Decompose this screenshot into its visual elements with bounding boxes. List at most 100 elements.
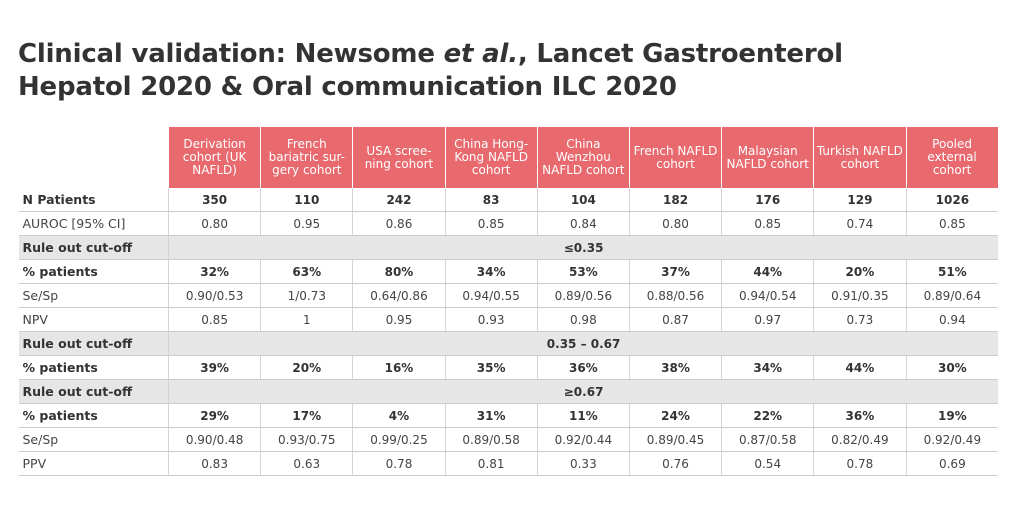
table-cell: 19%	[905, 403, 999, 428]
table-cell: 0.93/0.75	[260, 427, 353, 452]
table-cell: 20%	[260, 355, 353, 380]
column-header: China Hong-Kong NAFLD cohort	[444, 127, 538, 188]
column-header: USA scree-ning cohort	[352, 127, 446, 188]
table-cell: 0.85	[444, 211, 538, 236]
column-header: Turkish NAFLD cohort	[813, 127, 907, 188]
table-cell: 0.78	[813, 451, 906, 476]
table-cell: 0.92/0.44	[536, 427, 630, 452]
title-line1-prefix: Clinical validation: Newsome	[18, 39, 444, 69]
table-cell: 11%	[536, 403, 630, 428]
table-cell: 176	[721, 188, 814, 212]
title-line2: Hepatol 2020 & Oral communication ILC 20…	[18, 72, 677, 102]
row-label: Rule out cut-off	[18, 331, 169, 356]
table-cell: 32%	[167, 259, 261, 284]
table-row: % patients 29% 17% 4% 31% 11% 24% 22% 36% 19%	[18, 403, 999, 428]
table-cell: 34%	[444, 259, 538, 284]
table-cell: 16%	[352, 355, 446, 380]
table-cell: 350	[167, 188, 261, 212]
table-cell: 129	[813, 188, 906, 212]
row-label: NPV	[18, 307, 169, 332]
row-label: AUROC [95% CI]	[18, 211, 169, 236]
row-label: % patients	[18, 403, 169, 428]
table-row: % patients 32% 63% 80% 34% 53% 37% 44% 20% 51%	[18, 259, 999, 284]
table-row: N Patients 350 110 242 83 104 182 176 129 1026	[18, 188, 999, 212]
table-cell: 0.73	[813, 307, 906, 332]
table-cell: 37%	[628, 259, 722, 284]
table-cell: 0.89/0.56	[536, 283, 630, 308]
row-label: Se/Sp	[18, 427, 169, 452]
table-cell: 0.82/0.49	[813, 427, 906, 452]
table-cell: 44%	[721, 259, 814, 284]
table-cell: 0.87/0.58	[721, 427, 814, 452]
row-label: Rule out cut-off	[18, 235, 169, 260]
row-label: % patients	[18, 355, 169, 380]
table-cell: 0.91/0.35	[813, 283, 906, 308]
cutoff-row: Rule out cut-off 0.35 – 0.67	[18, 331, 999, 356]
table-cell: 0.89/0.45	[628, 427, 722, 452]
table-cell: 0.54	[721, 451, 814, 476]
table-row: AUROC [95% CI] 0.80 0.95 0.86 0.85 0.84 0.80 0.…	[18, 211, 999, 236]
column-header: Malaysian NAFLD cohort	[721, 127, 815, 188]
column-header: French bariatric sur-gery cohort	[260, 127, 354, 188]
table-cell: 0.87	[628, 307, 722, 332]
table-cell: 0.90/0.53	[167, 283, 261, 308]
table-cell: 0.85	[905, 211, 999, 236]
cutoff-value: 0.35 – 0.67	[168, 331, 999, 356]
table-cell: 0.76	[628, 451, 722, 476]
table-cell: 63%	[260, 259, 353, 284]
table-cell: 20%	[813, 259, 906, 284]
table-row: Se/Sp 0.90/0.48 0.93/0.75 0.99/0.25 0.89/0.5…	[18, 427, 999, 452]
table-cell: 24%	[628, 403, 722, 428]
table-cell: 0.89/0.58	[444, 427, 538, 452]
table-cell: 0.85	[721, 211, 814, 236]
column-header: Derivation cohort (UK NAFLD)	[167, 127, 262, 188]
row-label: N Patients	[18, 188, 169, 212]
column-header: China Wenzhou NAFLD cohort	[536, 127, 630, 188]
row-label: % patients	[18, 259, 169, 284]
table-row: % patients 39% 20% 16% 35% 36% 38% 34% 44% 30%	[18, 355, 999, 380]
cutoff-value: ≥0.67	[168, 379, 999, 404]
table-cell: 0.84	[536, 211, 630, 236]
table-cell: 0.80	[628, 211, 722, 236]
table-row: NPV 0.85 1 0.95 0.93 0.98 0.87 0.97 0.73 0.94	[18, 307, 999, 332]
row-label: Se/Sp	[18, 283, 169, 308]
cutoff-row: Rule out cut-off ≥0.67	[18, 379, 999, 404]
table-cell: 0.95	[260, 211, 353, 236]
table-cell: 51%	[905, 259, 999, 284]
table-cell: 1026	[905, 188, 999, 212]
table-cell: 0.80	[167, 211, 261, 236]
table-cell: 38%	[628, 355, 722, 380]
table-cell: 0.95	[352, 307, 446, 332]
cutoff-value: ≤0.35	[168, 235, 999, 260]
table-header-row: Derivation cohort (UK NAFLD) French baria…	[18, 127, 999, 188]
table-cell: 36%	[536, 355, 630, 380]
table-cell: 4%	[352, 403, 446, 428]
table-cell: 0.90/0.48	[167, 427, 261, 452]
column-header: Pooled external cohort	[905, 127, 999, 188]
table-cell: 0.93	[444, 307, 538, 332]
header-blank-cell	[18, 127, 169, 188]
column-header: French NAFLD cohort	[628, 127, 723, 188]
table-cell: 0.94/0.54	[721, 283, 814, 308]
validation-table: Derivation cohort (UK NAFLD) French baria…	[18, 127, 999, 476]
table-cell: 17%	[260, 403, 353, 428]
table-cell: 0.86	[352, 211, 446, 236]
table-cell: 0.94/0.55	[444, 283, 538, 308]
table-cell: 104	[536, 188, 630, 212]
table-cell: 0.98	[536, 307, 630, 332]
table-cell: 182	[628, 188, 722, 212]
page-title: Clinical validation: Newsome et al., Lan…	[18, 38, 843, 104]
table-row: PPV 0.83 0.63 0.78 0.81 0.33 0.76 0.54 0.78 0.69	[18, 451, 999, 476]
table-cell: 30%	[905, 355, 999, 380]
table-cell: 53%	[536, 259, 630, 284]
table-cell: 0.88/0.56	[628, 283, 722, 308]
cutoff-row: Rule out cut-off ≤0.35	[18, 235, 999, 260]
title-line1-suffix: , Lancet Gastroenterol	[517, 39, 843, 69]
table-cell: 0.33	[536, 451, 630, 476]
table-cell: 0.97	[721, 307, 814, 332]
table-cell: 1	[260, 307, 353, 332]
table-cell: 0.85	[167, 307, 261, 332]
table-body: N Patients 350 110 242 83 104 182 176 129 1026 AUR…	[18, 188, 999, 476]
table-cell: 0.89/0.64	[905, 283, 999, 308]
table-cell: 0.99/0.25	[352, 427, 446, 452]
